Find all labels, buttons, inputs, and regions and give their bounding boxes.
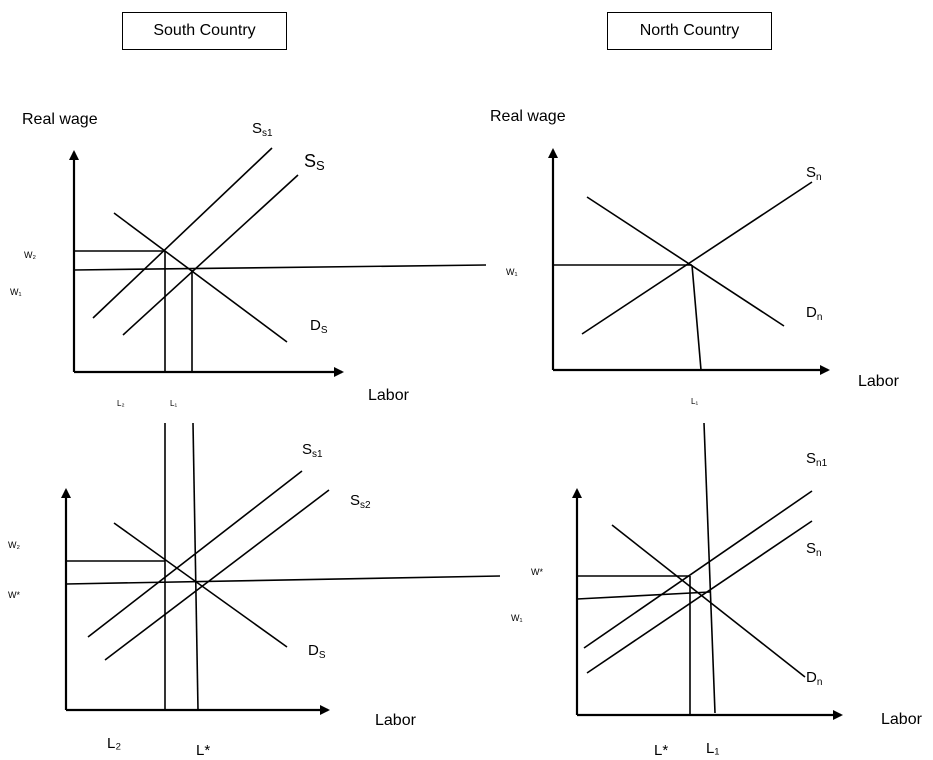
north-bottom-wstar-label: W* bbox=[531, 567, 543, 577]
south-country-title: South Country bbox=[122, 12, 287, 50]
south-top-supply0-label: SS bbox=[304, 151, 325, 173]
north-top-supply-line bbox=[581, 181, 813, 335]
bottom-world-wage-line bbox=[65, 575, 501, 585]
north-bottom-supply0-line bbox=[586, 520, 813, 674]
south-bottom-w2-label: W₂ bbox=[8, 540, 20, 550]
south-top-l1-label: L₁ bbox=[170, 399, 177, 408]
south-bottom-demand-label: DS bbox=[308, 642, 326, 661]
south-top-supply1-label: Ss1 bbox=[252, 120, 273, 139]
south-bottom-lstar-label: L* bbox=[196, 742, 210, 759]
south-top-panel: Real wage Labor Ss1 SS DS W₂ W₁ L₂ L₁ bbox=[10, 111, 410, 408]
south-bottom-l2-label: L₂ bbox=[107, 735, 121, 752]
south-bottom-wstar-label: W* bbox=[8, 590, 20, 600]
south-bottom-supply1-label: Ss1 bbox=[302, 441, 323, 460]
north-top-x-label: Labor bbox=[858, 373, 900, 390]
south-top-x-label: Labor bbox=[368, 387, 410, 404]
south-top-demand-line bbox=[113, 212, 288, 343]
north-l1-connector bbox=[703, 422, 716, 714]
north-bottom-supply0-label: Sn bbox=[806, 540, 822, 559]
south-bottom-supply2-line bbox=[104, 489, 330, 661]
north-top-panel: Real wage Labor Sn Dn W₁ L₁ bbox=[490, 108, 900, 406]
north-top-demand-label: Dn bbox=[806, 304, 822, 323]
south-l-star-connector bbox=[192, 422, 199, 711]
north-top-y-label: Real wage bbox=[490, 108, 566, 125]
south-bottom-supply2-label: Ss2 bbox=[350, 492, 371, 511]
north-top-demand-line bbox=[586, 196, 785, 327]
north-country-title: North Country bbox=[607, 12, 772, 50]
north-bottom-x-label: Labor bbox=[881, 711, 923, 728]
south-bottom-panel: Labor Ss1 Ss2 DS W₂ W* L₂ L* bbox=[8, 441, 417, 759]
south-top-demand-label: DS bbox=[310, 317, 328, 336]
north-top-l1-label: L₁ bbox=[691, 397, 698, 406]
north-top-w1-label: W₁ bbox=[506, 267, 518, 277]
south-top-supply1-line bbox=[92, 147, 273, 319]
north-bottom-demand-label: Dn bbox=[806, 669, 822, 688]
south-top-w1-label: W₁ bbox=[10, 287, 22, 297]
top-world-wage-line bbox=[73, 264, 487, 271]
south-top-w2-label: W₂ bbox=[24, 250, 36, 260]
south-top-supply0-line bbox=[122, 174, 299, 336]
south-top-l2-label: L₂ bbox=[117, 399, 125, 408]
north-bottom-supply1-line bbox=[583, 490, 813, 649]
north-top-supply-label: Sn bbox=[806, 164, 822, 183]
north-bottom-supply1-label: Sn1 bbox=[806, 450, 828, 469]
south-bottom-x-label: Labor bbox=[375, 712, 417, 729]
north-bottom-w1-guide bbox=[576, 591, 711, 600]
south-bottom-supply1-line bbox=[87, 470, 303, 638]
north-bottom-lstar-label: L* bbox=[654, 742, 668, 759]
south-bottom-demand-line bbox=[113, 522, 288, 648]
south-top-y-label: Real wage bbox=[22, 111, 98, 128]
north-top-l-guide bbox=[691, 264, 702, 371]
north-bottom-w1-label: W₁ bbox=[511, 613, 523, 623]
north-bottom-demand-line bbox=[611, 524, 806, 678]
north-bottom-l1-label: L₁ bbox=[706, 740, 719, 757]
north-bottom-panel: Labor Sn1 Sn Dn W* W₁ L* L₁ bbox=[511, 450, 923, 759]
